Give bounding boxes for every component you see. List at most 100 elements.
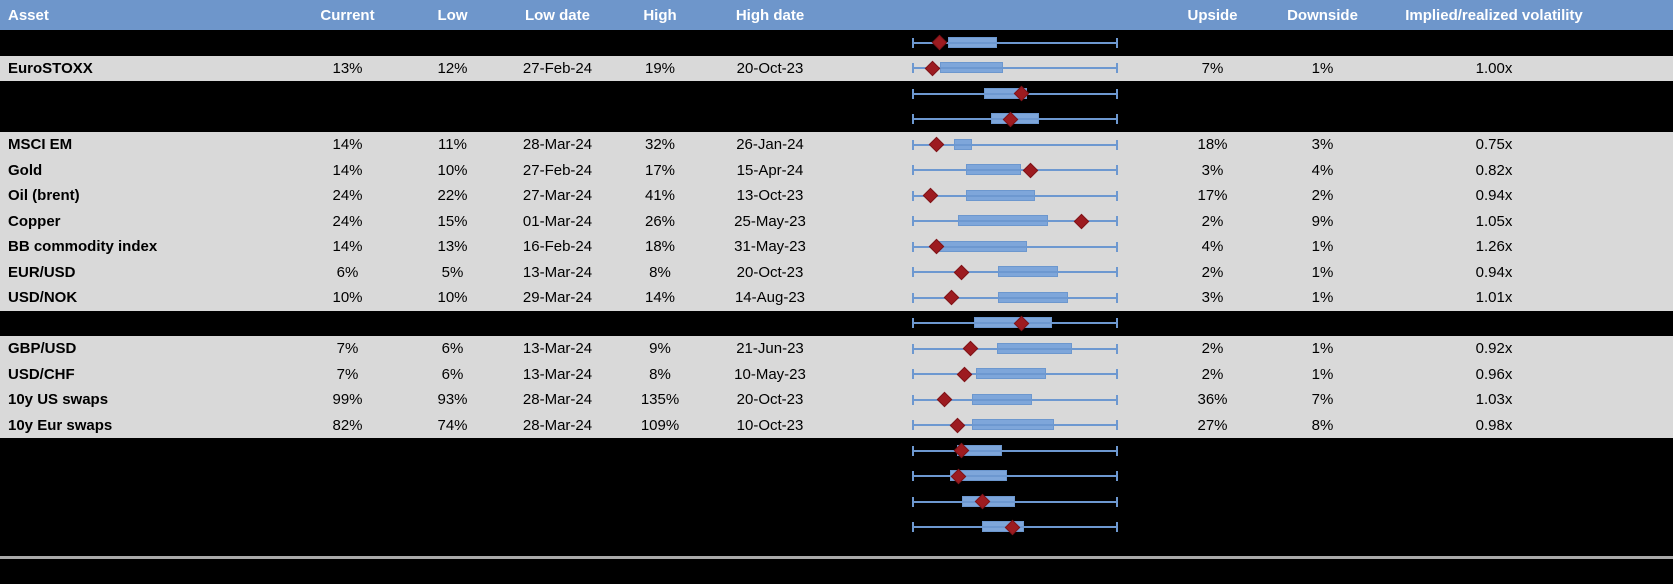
- cell-downside[interactable]: [1275, 515, 1370, 541]
- cell-current[interactable]: [290, 515, 405, 541]
- cell-implied-realized-volatility[interactable]: 0.98x: [1475, 416, 1513, 434]
- cell-downside[interactable]: 1%: [1311, 238, 1334, 256]
- cell-current[interactable]: 24%: [332, 187, 363, 205]
- cell-upside[interactable]: [1150, 30, 1275, 56]
- cell-upside[interactable]: 2%: [1201, 212, 1224, 230]
- cell-downside[interactable]: 4%: [1311, 161, 1334, 179]
- cell-downside[interactable]: 9%: [1311, 212, 1334, 230]
- cell-asset[interactable]: BB commodity index: [8, 238, 158, 256]
- cell-downside[interactable]: [1275, 30, 1370, 56]
- cell-high[interactable]: 8%: [649, 263, 671, 281]
- cell-high-date[interactable]: 25-May-23: [734, 212, 806, 230]
- cell-asset[interactable]: [0, 311, 290, 337]
- cell-current[interactable]: [290, 464, 405, 490]
- cell-implied-realized-volatility[interactable]: [1370, 438, 1673, 464]
- cell-high-date[interactable]: 15-Apr-24: [736, 161, 804, 179]
- cell-implied-realized-volatility[interactable]: 0.96x: [1475, 365, 1513, 383]
- cell-high[interactable]: 41%: [644, 187, 676, 205]
- cell-upside[interactable]: 4%: [1201, 238, 1224, 256]
- cell-downside[interactable]: 2%: [1311, 187, 1334, 205]
- cell-implied-realized-volatility[interactable]: 1.01x: [1475, 289, 1513, 307]
- cell-upside[interactable]: [1150, 464, 1275, 490]
- cell-current[interactable]: [290, 489, 405, 515]
- header-high[interactable]: High: [643, 6, 677, 24]
- cell-high[interactable]: 26%: [644, 212, 676, 230]
- cell-low[interactable]: 11%: [438, 136, 467, 154]
- cell-implied-realized-volatility[interactable]: [1370, 515, 1673, 541]
- header-low[interactable]: Low: [437, 6, 468, 24]
- cell-low[interactable]: 15%: [437, 212, 468, 230]
- cell-high[interactable]: 18%: [644, 238, 676, 256]
- cell-low[interactable]: 6%: [441, 365, 464, 383]
- cell-high[interactable]: [615, 107, 705, 133]
- cell-low[interactable]: [405, 30, 500, 56]
- cell-low[interactable]: 10%: [437, 161, 468, 179]
- cell-downside[interactable]: 1%: [1311, 59, 1334, 77]
- cell-low[interactable]: 6%: [441, 340, 464, 358]
- cell-low-date[interactable]: 01-Mar-24: [522, 212, 593, 230]
- cell-current[interactable]: 14%: [332, 161, 363, 179]
- cell-current[interactable]: [290, 438, 405, 464]
- cell-high-date[interactable]: [705, 464, 835, 490]
- header-high-date[interactable]: High date: [735, 6, 805, 24]
- cell-asset[interactable]: [0, 489, 290, 515]
- cell-low-date[interactable]: [500, 107, 615, 133]
- cell-implied-realized-volatility[interactable]: [1370, 489, 1673, 515]
- cell-downside[interactable]: 1%: [1311, 365, 1334, 383]
- cell-asset[interactable]: 10y Eur swaps: [8, 416, 113, 434]
- cell-low[interactable]: [405, 464, 500, 490]
- cell-upside[interactable]: 18%: [1197, 136, 1228, 154]
- cell-low[interactable]: 13%: [437, 238, 468, 256]
- cell-upside[interactable]: [1150, 107, 1275, 133]
- header-current[interactable]: Current: [320, 6, 375, 24]
- cell-implied-realized-volatility[interactable]: 0.82x: [1475, 161, 1513, 179]
- cell-current[interactable]: 10%: [332, 289, 363, 307]
- cell-asset[interactable]: MSCI EM: [8, 136, 73, 154]
- cell-upside[interactable]: 7%: [1201, 59, 1224, 77]
- cell-current[interactable]: 82%: [332, 416, 363, 434]
- cell-upside[interactable]: [1150, 489, 1275, 515]
- cell-implied-realized-volatility[interactable]: 0.92x: [1475, 340, 1513, 358]
- cell-upside[interactable]: [1150, 311, 1275, 337]
- cell-high-date[interactable]: [705, 489, 835, 515]
- cell-implied-realized-volatility[interactable]: 1.03x: [1475, 391, 1513, 409]
- cell-low-date[interactable]: 13-Mar-24: [522, 263, 593, 281]
- cell-asset[interactable]: Oil (brent): [8, 187, 80, 205]
- cell-downside[interactable]: [1275, 81, 1370, 107]
- cell-downside[interactable]: 1%: [1311, 340, 1334, 358]
- cell-high[interactable]: [615, 464, 705, 490]
- cell-downside[interactable]: 1%: [1311, 263, 1334, 281]
- cell-low-date[interactable]: 27-Feb-24: [522, 161, 593, 179]
- header-upside[interactable]: Upside: [1187, 6, 1238, 24]
- cell-low-date[interactable]: [500, 438, 615, 464]
- cell-low-date[interactable]: [500, 30, 615, 56]
- cell-asset[interactable]: [0, 30, 290, 56]
- header-low-date[interactable]: Low date: [524, 6, 590, 24]
- cell-current[interactable]: 13%: [332, 59, 363, 77]
- cell-implied-realized-volatility[interactable]: [1370, 30, 1673, 56]
- cell-downside[interactable]: [1275, 464, 1370, 490]
- cell-upside[interactable]: 17%: [1197, 187, 1228, 205]
- cell-asset[interactable]: USD/CHF: [8, 365, 75, 383]
- cell-current[interactable]: 7%: [336, 365, 359, 383]
- cell-current[interactable]: 6%: [336, 263, 359, 281]
- header-downside[interactable]: Downside: [1287, 6, 1358, 24]
- cell-current[interactable]: 14%: [332, 238, 363, 256]
- header-implied-realized-volatility[interactable]: Implied/realized volatility: [1405, 6, 1583, 24]
- cell-upside[interactable]: [1150, 438, 1275, 464]
- cell-upside[interactable]: 2%: [1201, 340, 1224, 358]
- cell-high[interactable]: 9%: [649, 340, 671, 358]
- cell-high-date[interactable]: [705, 30, 835, 56]
- cell-high-date[interactable]: [705, 311, 835, 337]
- cell-current[interactable]: [290, 107, 405, 133]
- cell-asset[interactable]: [0, 464, 290, 490]
- cell-high-date[interactable]: 20-Oct-23: [736, 59, 804, 77]
- cell-current[interactable]: [290, 30, 405, 56]
- cell-downside[interactable]: 3%: [1311, 136, 1334, 154]
- header-asset[interactable]: Asset: [8, 6, 49, 24]
- cell-asset[interactable]: EUR/USD: [8, 263, 76, 281]
- cell-high-date[interactable]: 10-Oct-23: [736, 416, 804, 434]
- cell-asset[interactable]: 10y US swaps: [8, 391, 109, 409]
- cell-high-date[interactable]: 10-May-23: [734, 365, 806, 383]
- cell-low[interactable]: 5%: [441, 263, 464, 281]
